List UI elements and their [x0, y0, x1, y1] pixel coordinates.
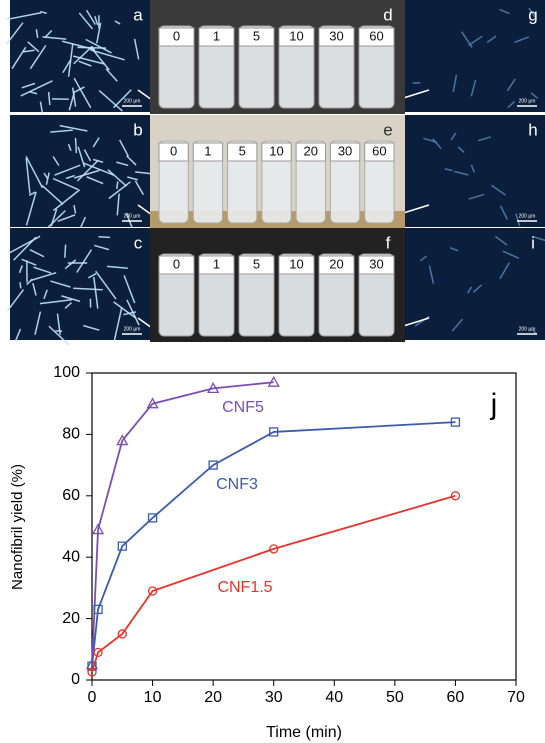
panel-letter: f — [386, 233, 391, 252]
x-tick-label: 60 — [447, 689, 465, 706]
vial-label: 60 — [369, 28, 383, 43]
micrograph — [405, 228, 545, 340]
panel-letter: a — [133, 5, 143, 24]
series-label: CNF3 — [216, 476, 258, 493]
y-tick-label: 60 — [62, 487, 80, 504]
vial-label: 0 — [170, 143, 177, 158]
y-tick-label: 80 — [62, 426, 80, 443]
vial-label: 10 — [269, 143, 283, 158]
plot-frame — [92, 373, 516, 680]
panel-letter: e — [383, 120, 392, 139]
scale-bar-label: 200 µm — [124, 213, 141, 219]
x-tick-label: 20 — [204, 689, 222, 706]
vial-label: 1 — [213, 256, 220, 271]
series-label: CNF1.5 — [217, 579, 272, 596]
x-tick-label: 50 — [386, 689, 404, 706]
y-tick-label: 20 — [62, 610, 80, 627]
fibril — [99, 237, 110, 238]
vial-label: 5 — [253, 256, 260, 271]
vial-label: 30 — [338, 143, 352, 158]
vial-label: 10 — [289, 256, 303, 271]
fibril — [20, 282, 21, 288]
y-tick-label: 0 — [71, 671, 80, 688]
panel-letter: d — [383, 5, 392, 24]
x-axis-label: Time (min) — [266, 724, 342, 741]
micrograph — [405, 115, 545, 227]
series-label: CNF5 — [222, 399, 264, 416]
vial-label: 1 — [213, 28, 220, 43]
scale-bar-label: 200 µm — [519, 98, 536, 104]
scale-bar-label: 200 µm — [519, 326, 536, 332]
fibril — [65, 245, 66, 258]
vial-label: 60 — [372, 143, 386, 158]
vial-label: 0 — [173, 256, 180, 271]
y-tick-label: 100 — [53, 364, 80, 381]
panel-letter: i — [531, 233, 535, 252]
vial-label: 5 — [253, 28, 260, 43]
vial-label: 1 — [204, 143, 211, 158]
panel-letter: j — [490, 388, 498, 421]
fibril — [77, 47, 106, 48]
panel-letter: g — [528, 5, 537, 24]
figure: Nanofibril yield (%) Time (min) j 200 µm… — [0, 0, 545, 743]
panel-letter: c — [134, 233, 143, 252]
y-tick-label: 40 — [62, 548, 80, 565]
vial-label: 20 — [304, 143, 318, 158]
y-axis-label: Nanofibril yield (%) — [9, 464, 26, 590]
x-tick-label: 30 — [265, 689, 283, 706]
vial-label: 5 — [239, 143, 246, 158]
scale-bar-label: 200 µm — [519, 213, 536, 219]
vial-label: 0 — [173, 28, 180, 43]
vial-label: 20 — [329, 256, 343, 271]
scale-bar-label: 200 µm — [124, 98, 141, 104]
fibril — [76, 138, 77, 153]
series-line — [92, 422, 455, 666]
micrograph — [10, 0, 150, 112]
micrograph — [405, 0, 545, 112]
x-tick-label: 70 — [507, 689, 525, 706]
micrograph — [10, 228, 150, 340]
vial-label: 30 — [369, 256, 383, 271]
fibril — [117, 181, 118, 189]
x-tick-label: 10 — [144, 689, 162, 706]
series-line — [92, 382, 274, 664]
vial-label: 30 — [329, 28, 343, 43]
panel-letter: b — [133, 120, 142, 139]
series-line — [92, 496, 455, 672]
scale-bar-label: 200 µm — [124, 326, 141, 332]
x-tick-label: 0 — [88, 689, 97, 706]
panel-letter: h — [528, 120, 537, 139]
x-tick-label: 40 — [325, 689, 343, 706]
vial-label: 10 — [289, 28, 303, 43]
